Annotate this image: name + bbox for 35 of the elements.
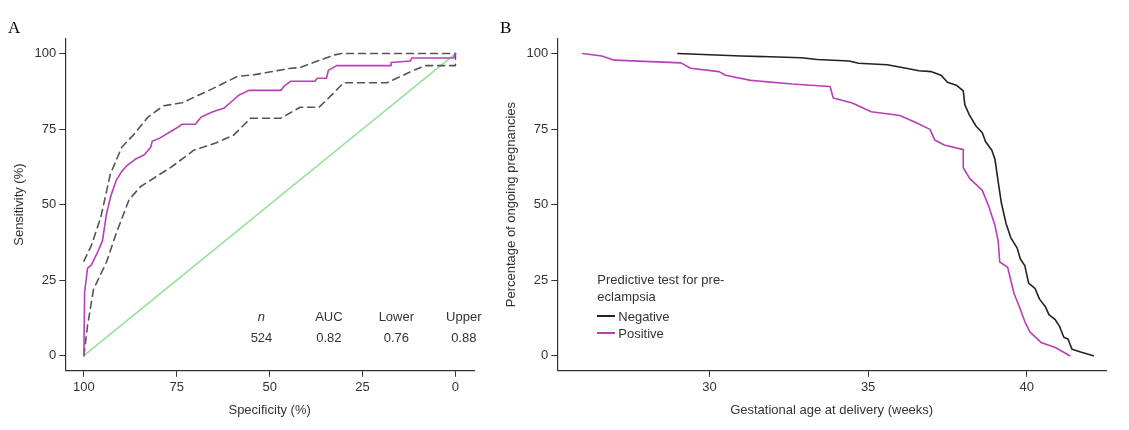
y-tick-label: 100 (526, 45, 549, 61)
y-axis-title: Percentage of ongoing pregnancies (503, 101, 519, 308)
x-tick-label: 100 (73, 379, 95, 395)
x-tick-label: 40 (1019, 379, 1034, 395)
x-axis-title: Specificity (%) (228, 401, 311, 417)
legend-title: Predictive test for pre-eclampsia (597, 270, 726, 305)
annotation: 0.76 (383, 329, 409, 345)
y-tick-label: 75 (533, 120, 549, 136)
x-axis-title: Gestational age at delivery (weeks) (730, 401, 934, 417)
x-tick-label: 75 (169, 379, 184, 395)
chart-title: A (8, 17, 21, 37)
y-tick-label: 75 (41, 120, 57, 136)
y-tick-label: 50 (41, 196, 57, 212)
legend-label: Negative (618, 307, 670, 325)
annotation: Lower (378, 309, 415, 325)
x-tick-label: 35 (860, 379, 876, 395)
y-axis-title: Sensitivity (%) (11, 163, 27, 246)
y-tick-label: 100 (34, 45, 57, 61)
annotation: n (257, 309, 266, 325)
x-tick-label: 25 (355, 379, 370, 395)
y-tick-label: 25 (533, 271, 549, 287)
y-tick-label: 50 (533, 196, 549, 212)
x-tick-label: 30 (702, 379, 717, 395)
y-tick-label: 25 (41, 271, 57, 287)
y-tick-label: 0 (541, 347, 549, 363)
y-tick-label: 0 (49, 347, 57, 363)
x-tick-label: 50 (262, 379, 277, 395)
x-tick-label: 0 (451, 379, 460, 395)
annotation: AUC (315, 309, 343, 325)
annotation: Upper (446, 309, 483, 325)
legend-label: Positive (618, 324, 664, 342)
annotation: 524 (250, 329, 273, 345)
annotation: 0.82 (316, 329, 342, 345)
chart-title: B (500, 17, 512, 37)
annotation: 0.88 (451, 329, 477, 345)
